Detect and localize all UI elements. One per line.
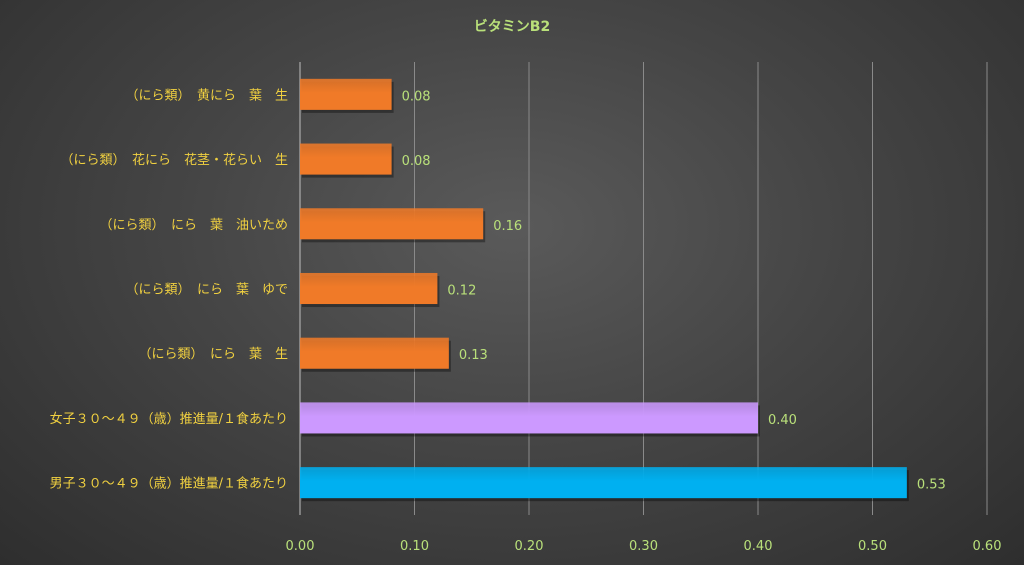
x-tick-label: 0.30	[629, 539, 658, 554]
data-label: 0.13	[459, 348, 488, 363]
bar	[300, 337, 449, 369]
data-label: 0.16	[493, 219, 522, 234]
x-axis-tick-labels: 0.00 0.10 0.20 0.30 0.40 0.50 0.60	[286, 539, 1002, 554]
chart-title: ビタミンB2	[474, 19, 550, 35]
bars	[300, 78, 909, 502]
data-label: 0.40	[768, 413, 797, 428]
bar	[300, 208, 484, 240]
bar	[300, 467, 907, 499]
x-tick-label: 0.20	[515, 539, 544, 554]
data-label: 0.08	[402, 89, 431, 104]
bar	[300, 78, 392, 110]
x-tick-label: 0.40	[744, 539, 773, 554]
x-tick-label: 0.10	[400, 539, 429, 554]
category-labels: （にら類） 黄にら 葉 生 （にら類） 花にら 花茎・花らい 生 （にら類） にら …	[50, 88, 288, 491]
bar	[300, 272, 438, 305]
data-label: 0.53	[917, 478, 946, 493]
x-tick-label: 0.50	[858, 539, 887, 554]
bar	[300, 402, 758, 434]
category-label: （にら類） 花にら 花茎・花らい 生	[60, 152, 288, 168]
x-tick-label: 0.60	[973, 539, 1002, 554]
bar	[300, 143, 392, 175]
category-label: （にら類） にら 葉 ゆで	[125, 283, 288, 298]
data-labels: 0.08 0.08 0.16 0.12 0.13 0.40 0.53	[402, 89, 946, 492]
category-label: （にら類） 黄にら 葉 生	[125, 88, 288, 103]
x-tick-label: 0.00	[286, 539, 315, 554]
category-label: 女子３０～４９（歳）推進量/１食あたり	[50, 411, 288, 427]
category-label: 男子３０～４９（歳）推進量/１食あたり	[50, 476, 288, 492]
category-label: （にら類） にら 葉 油いため	[99, 218, 288, 233]
category-label: （にら類） にら 葉 生	[138, 347, 288, 362]
data-label: 0.08	[402, 154, 431, 169]
gridlines	[299, 62, 988, 515]
data-label: 0.12	[447, 284, 476, 299]
